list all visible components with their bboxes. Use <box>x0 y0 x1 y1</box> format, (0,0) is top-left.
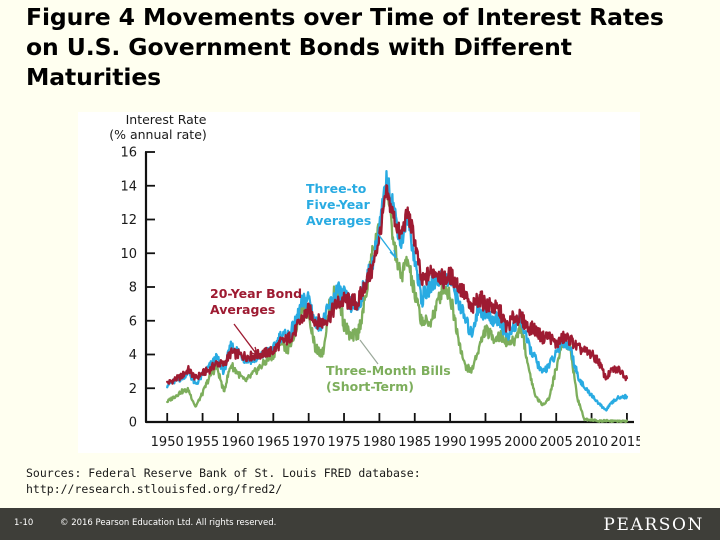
x-tick-label: 1960 <box>221 435 254 450</box>
x-tick-label: 2015 <box>610 435 640 450</box>
chart-line-twenty-year-bond <box>166 184 629 385</box>
y-tick-label: 0 <box>129 416 137 431</box>
chart-background <box>78 112 640 453</box>
page-title: Figure 4 Movements over Time of Interest… <box>26 3 664 91</box>
pearson-logo: PEARSON <box>603 515 704 535</box>
svg-text:(Short-Term): (Short-Term) <box>326 379 414 394</box>
x-tick-label: 1985 <box>398 435 431 450</box>
y-tick-label: 6 <box>129 314 137 329</box>
annotation-three-month-bills: Three-Month Bills (Short-Term) <box>326 339 451 394</box>
y-tick-label: 16 <box>120 146 137 161</box>
leader-arrow-red <box>249 346 259 357</box>
x-tick-label: 1980 <box>363 435 396 450</box>
x-tick-label: 1995 <box>469 435 502 450</box>
y-tick-label: 2 <box>129 382 137 397</box>
x-tick-label: 2010 <box>575 435 608 450</box>
chart-line-three-month-bills <box>166 185 629 424</box>
annotation-twenty-year-bond: 20-Year Bond Averages <box>210 286 302 357</box>
leader-arrow-cyan <box>389 249 397 259</box>
y-axis-subtitle: (% annual rate) <box>109 127 207 142</box>
leader-line-red <box>233 323 259 357</box>
interest-rate-line-chart: Interest Rate (% annual rate) 0 2 4 6 8 10 12 1… <box>78 112 640 453</box>
y-axis-ticks: 0 2 4 6 8 10 12 14 16 <box>120 146 155 431</box>
y-tick-label: 12 <box>120 213 137 228</box>
y-axis-title: Interest Rate <box>126 112 207 127</box>
slide-number: 1-10 <box>14 518 34 528</box>
svg-text:Five-Year: Five-Year <box>306 197 371 212</box>
y-tick-label: 4 <box>129 348 137 363</box>
x-axis-ticks: 1950 1955 1960 1965 1970 1975 1980 1985 1990 1995… <box>151 413 640 450</box>
footer-bar: 1-10 © 2016 Pearson Education Ltd. All r… <box>0 508 720 540</box>
copyright-notice: © 2016 Pearson Education Ltd. All rights… <box>60 518 277 528</box>
sources-block: Sources: Federal Reserve Bank of St. Lou… <box>26 466 626 497</box>
x-tick-label: 1965 <box>257 435 290 450</box>
svg-text:Averages: Averages <box>306 213 371 228</box>
chart-series-group <box>166 170 629 424</box>
annotation-three-to-five-year: Three-to Five-Year Averages <box>306 181 397 259</box>
sources-line-1: Sources: Federal Reserve Bank of St. Lou… <box>26 466 421 480</box>
y-tick-label: 10 <box>120 247 137 262</box>
svg-text:Three-to: Three-to <box>306 181 367 196</box>
chart-panel: Interest Rate (% annual rate) 0 2 4 6 8 10 12 1… <box>78 112 640 453</box>
svg-text:Averages: Averages <box>210 302 275 317</box>
x-tick-label: 1975 <box>327 435 360 450</box>
svg-text:Three-Month Bills: Three-Month Bills <box>326 363 451 378</box>
x-tick-label: 1970 <box>292 435 325 450</box>
x-tick-label: 1950 <box>151 435 184 450</box>
leader-line-cyan <box>377 233 397 259</box>
svg-text:20-Year Bond: 20-Year Bond <box>210 286 302 301</box>
x-tick-label: 2000 <box>504 435 537 450</box>
x-tick-label: 1955 <box>186 435 219 450</box>
y-tick-label: 8 <box>129 281 137 296</box>
y-tick-label: 14 <box>120 179 137 194</box>
x-tick-label: 1990 <box>434 435 467 450</box>
sources-line-2[interactable]: http://research.stlouisfed.org/fred2/ <box>26 481 283 496</box>
x-tick-label: 2005 <box>540 435 573 450</box>
leader-line-green <box>359 339 379 365</box>
